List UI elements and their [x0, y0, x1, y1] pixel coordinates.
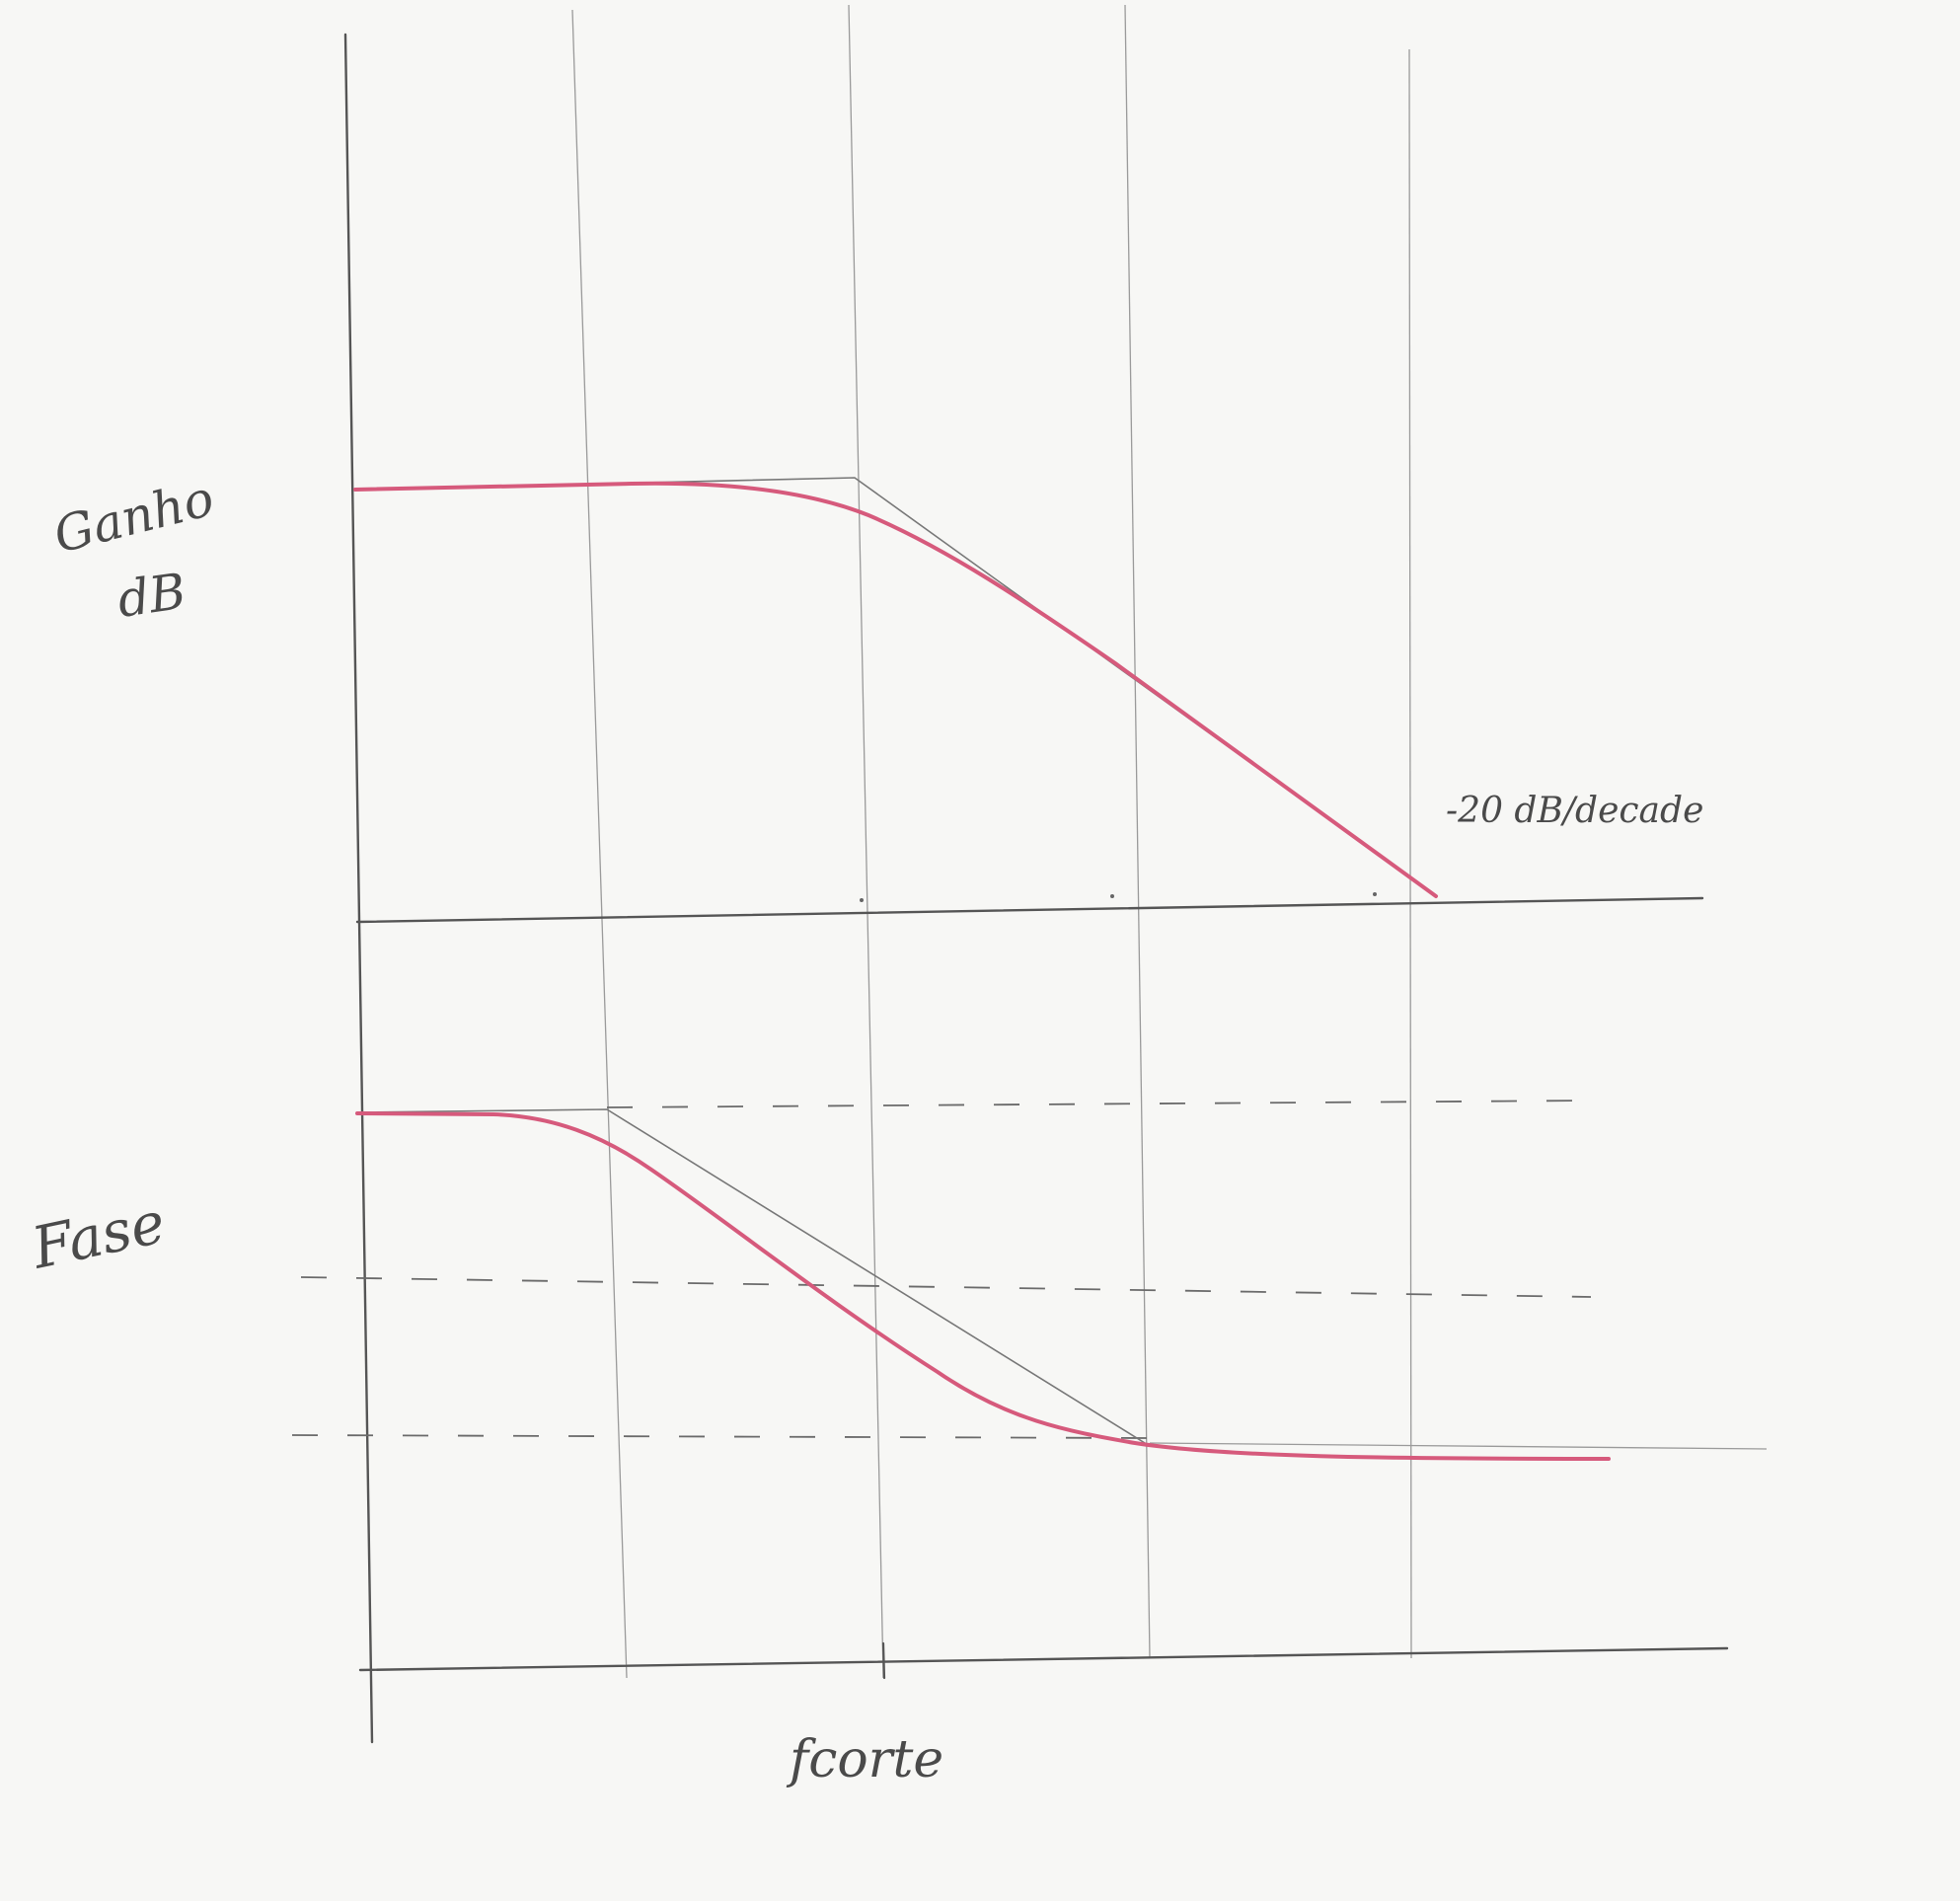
phase-label: Fase: [26, 1188, 171, 1282]
phase-reference-lines: [291, 1100, 1768, 1450]
gain-asymptote: [354, 477, 1437, 897]
phase-ref-0: [606, 1100, 1592, 1108]
tick-dot: [860, 898, 864, 902]
phase-horizontal-axis: [358, 1646, 1729, 1672]
tick-dot: [1373, 892, 1377, 896]
tick-dot: [1110, 894, 1114, 898]
cutoff-label: fcorte: [786, 1730, 943, 1789]
phase-ref-mid: [300, 1276, 1592, 1298]
gain-label-line1: Ganho: [48, 470, 219, 565]
grid-line-1: [571, 9, 628, 1679]
grid-line-2: [848, 4, 884, 1679]
slope-label: -20 dB/decade: [1446, 791, 1703, 831]
vertical-grid-lines: [571, 4, 1412, 1679]
phase-ref-low-solid: [1149, 1442, 1768, 1450]
gain-horizontal-axis: [355, 896, 1704, 924]
vertical-axis: [343, 33, 374, 1744]
cutoff-tick: [881, 1641, 886, 1680]
gain-label-line2: dB: [114, 563, 189, 629]
phase-ref-low: [291, 1434, 1151, 1439]
axis-tick-dots: [860, 892, 1377, 902]
phase-curve: [355, 1111, 1611, 1461]
gain-curve: [353, 481, 1438, 898]
grid-line-3: [1124, 4, 1151, 1659]
phase-asymptote: [356, 1108, 1146, 1444]
grid-line-4: [1408, 48, 1412, 1659]
